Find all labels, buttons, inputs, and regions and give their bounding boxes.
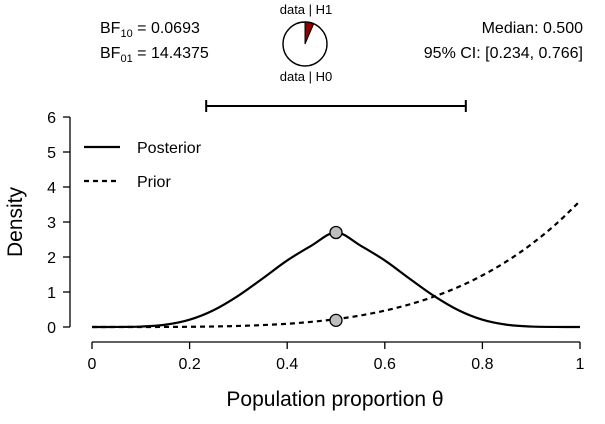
legend: Posterior Prior: [84, 140, 202, 191]
median-text: Median: 0.500: [482, 20, 584, 37]
bf01-text: BF01 = 14.4375: [100, 45, 209, 65]
prior-legend-label: Prior: [137, 174, 171, 191]
x-tick-label: 1: [576, 356, 585, 373]
pie-h1-slice: [304, 21, 315, 45]
pie-bottom-label: data | H0: [280, 69, 333, 84]
ci-text: 95% CI: [0.234, 0.766]: [424, 45, 583, 62]
prior-point: [329, 313, 343, 328]
y-tick-label: 6: [47, 110, 56, 127]
x-tick-label: 0.4: [276, 356, 298, 373]
bf10-base: BF: [100, 20, 121, 37]
posterior-point: [329, 225, 343, 240]
points: [329, 225, 343, 328]
posterior-legend-label: Posterior: [137, 140, 202, 157]
x-tick-label: 0.2: [178, 356, 200, 373]
axes: 0 0.2 0.4 0.6 0.8 1 0 1 2 3 4 5 6: [47, 110, 584, 373]
bf10-text: BF10 = 0.0693: [100, 20, 200, 40]
bf10-value: = 0.0693: [133, 20, 200, 37]
x-tick-label: 0.8: [471, 356, 493, 373]
bf01-sub: 01: [120, 53, 132, 65]
y-axis-label: Density: [4, 186, 27, 257]
curves: [91, 200, 581, 329]
y-tick-label: 5: [47, 145, 56, 162]
y-tick-label: 0: [47, 320, 56, 337]
x-tick-label: 0.6: [374, 356, 396, 373]
y-tick-label: 4: [47, 180, 56, 197]
y-tick-label: 2: [47, 250, 56, 267]
probability-wheel: [282, 21, 328, 67]
bf01-base: BF: [100, 45, 121, 62]
x-tick-label: 0: [88, 356, 97, 373]
y-tick-label: 3: [47, 215, 56, 232]
pie-top-label: data | H1: [280, 2, 333, 17]
posterior-curve: [91, 231, 581, 329]
bf10-sub: 10: [120, 28, 132, 40]
credible-interval-bar: [205, 100, 467, 112]
y-tick-label: 1: [47, 285, 56, 302]
prior-curve: [92, 200, 581, 329]
bf01-value: = 14.4375: [133, 45, 209, 62]
x-axis-label: Population proportion θ: [226, 388, 443, 411]
